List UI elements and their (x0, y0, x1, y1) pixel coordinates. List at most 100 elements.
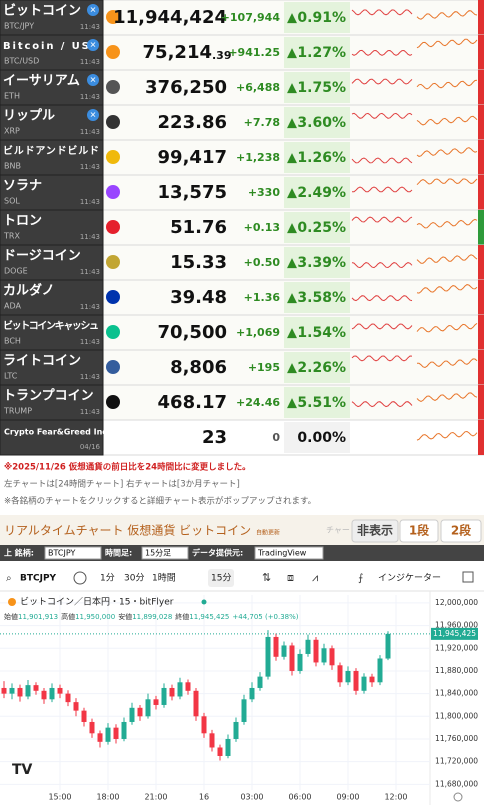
coin-icon (106, 80, 120, 94)
legend-values: 始値11,901,913 高値11,950,000 安値11,899,028 終値11… (4, 612, 299, 621)
toolbar-interval[interactable]: 1分 (100, 573, 115, 584)
sparkline[interactable] (351, 78, 413, 85)
settings-select[interactable] (254, 546, 324, 560)
sparkline[interactable] (351, 49, 413, 56)
pct-box (284, 107, 350, 138)
sparkline[interactable] (352, 186, 413, 193)
candle-body (201, 716, 207, 734)
candle-body (113, 727, 119, 739)
toolbar-popout[interactable] (462, 571, 474, 583)
candle-body (25, 685, 31, 697)
pct-box (284, 142, 350, 173)
coin-icon (106, 395, 120, 409)
toolbar-interval[interactable]: 1時間 (152, 573, 176, 584)
row-name: ビットコイン (3, 3, 81, 19)
coin-icon (106, 220, 120, 234)
sparkline[interactable] (416, 10, 478, 20)
candle-body (17, 687, 23, 697)
pct-box (284, 317, 350, 348)
row-name: ドージコイン (3, 249, 81, 264)
section-button[interactable] (440, 519, 482, 543)
row-name: トロン (3, 214, 42, 229)
candle-body (281, 645, 287, 657)
toolbar-symbol[interactable]: BTCJPY (20, 574, 57, 584)
pct-arrow: ▲ (287, 81, 297, 96)
sparkline[interactable] (416, 392, 478, 402)
toolbar-indicator-icon: ⨍ (358, 573, 363, 584)
settings-icon[interactable] (453, 792, 463, 802)
section-button-label: 1段 (409, 523, 430, 538)
tv-logo: TV (12, 762, 33, 778)
row-price: 23 (202, 427, 227, 448)
sparkline[interactable] (351, 9, 413, 16)
sparkline[interactable] (416, 284, 478, 294)
note: ※各銘柄のチャートをクリックすると詳細チャート表示がポップアップされます。 (4, 496, 316, 507)
sparkline[interactable] (351, 401, 413, 408)
row-symbol: DOGE (4, 267, 28, 276)
legend-label: 安値 (118, 612, 132, 621)
settings-select[interactable] (141, 546, 189, 560)
coin-icon (106, 360, 120, 374)
section-button[interactable] (351, 519, 399, 543)
row-price-decimal: .39 (212, 49, 232, 62)
candle-body (297, 653, 303, 671)
toolbar-icon[interactable]: ⧈ (287, 571, 294, 584)
row-price: 376,250 (145, 77, 227, 98)
sparkline[interactable] (351, 262, 413, 269)
sparkline[interactable] (351, 112, 413, 119)
pct-arrow: ▲ (287, 326, 297, 341)
legend-icon (8, 598, 16, 606)
row-change: +0.50 (244, 256, 281, 269)
toolbar-indicators[interactable]: インジケーター (378, 573, 441, 584)
pct-arrow: ▲ (287, 396, 297, 411)
toolbar-icon[interactable]: ⇅ (262, 571, 271, 584)
pct-arrow: ▲ (287, 256, 297, 271)
toolbar-icon[interactable]: ⩘ (312, 571, 318, 584)
settings-select[interactable] (44, 546, 102, 560)
sparkline[interactable] (416, 254, 478, 264)
sparkline[interactable] (416, 218, 478, 229)
name-cell (0, 244, 104, 281)
sparkline[interactable] (416, 79, 478, 90)
pct-box (284, 2, 350, 33)
toolbar-interval[interactable]: 30分 (124, 573, 144, 584)
sparkline[interactable] (416, 430, 478, 441)
section-auto: 自動更新 (256, 529, 280, 537)
pct-box (284, 72, 350, 103)
sparkline[interactable] (351, 323, 413, 330)
row-time: 11:43 (80, 233, 100, 241)
row-edge (478, 385, 484, 420)
sparkline[interactable] (416, 38, 478, 49)
sparkline[interactable] (351, 295, 413, 302)
x-tick-label: 21:00 (144, 793, 167, 802)
sparkline[interactable] (416, 178, 478, 186)
pct-box (284, 177, 350, 208)
pct-box (284, 387, 350, 418)
section-title: リアルタイムチャート 仮想通貨 ビットコイン (4, 523, 251, 538)
row-edge (478, 350, 484, 385)
row-pct: 0.00% (297, 430, 346, 446)
candle-body (377, 658, 383, 683)
settings-label: 時間足: (105, 548, 132, 558)
sparkline[interactable] (416, 322, 478, 333)
toolbar-add[interactable] (73, 571, 87, 585)
row-symbol: TRUMP (3, 407, 32, 416)
sparkline[interactable] (417, 358, 478, 369)
section-button[interactable] (399, 519, 439, 543)
toolbar-interval[interactable]: 15分 (211, 573, 231, 584)
sparkline[interactable] (416, 115, 478, 126)
row-change: +1.36 (244, 291, 281, 304)
sparkline[interactable] (351, 355, 413, 362)
x-tick-label: 18:00 (96, 793, 119, 802)
toolbar-active (208, 569, 234, 587)
sparkline[interactable] (351, 157, 413, 164)
row-pct: 0.25% (297, 220, 346, 236)
row-edge (478, 280, 484, 315)
sparkline[interactable] (416, 147, 478, 157)
row-symbol: BTC/USD (4, 57, 39, 66)
sparkline[interactable] (351, 216, 413, 223)
row-change: 0 (272, 431, 280, 444)
row-symbol: BCH (4, 337, 21, 346)
row-name: ビットコインキャッシュ (3, 319, 99, 332)
name-cell (0, 34, 104, 71)
